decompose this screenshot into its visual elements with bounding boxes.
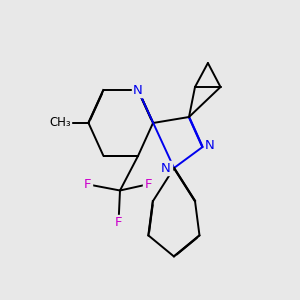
Bar <box>143 178 154 191</box>
Bar <box>50 116 70 130</box>
Text: F: F <box>83 178 91 191</box>
Bar <box>160 161 172 175</box>
Bar <box>113 215 124 229</box>
Bar <box>82 178 92 191</box>
Bar <box>204 139 216 152</box>
Text: CH₃: CH₃ <box>49 116 71 130</box>
Text: N: N <box>133 83 143 97</box>
Text: F: F <box>145 178 152 191</box>
Bar <box>132 83 144 97</box>
Text: N: N <box>205 139 215 152</box>
Text: N: N <box>161 161 170 175</box>
Text: F: F <box>115 215 122 229</box>
